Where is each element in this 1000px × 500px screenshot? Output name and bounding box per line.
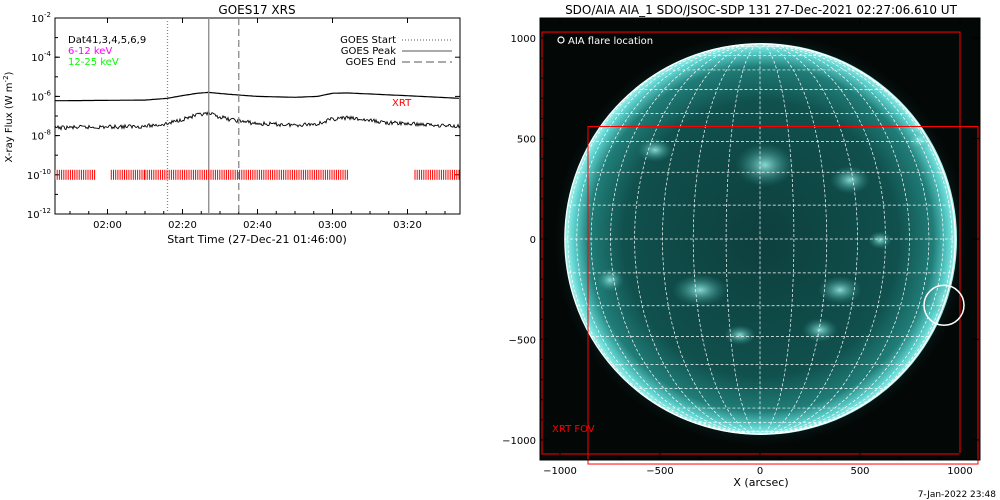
y-tick-label: 10-8	[31, 129, 51, 143]
x-tick-label: 02:00	[93, 220, 122, 231]
aia-x-tick-label: 0	[757, 466, 763, 477]
longitude-line	[759, 43, 828, 435]
active-region	[830, 166, 870, 194]
aia-legend-text: AIA flare location	[568, 36, 653, 47]
aia-y-tick-label: 500	[517, 135, 536, 146]
aia-x-tick-label: −1000	[543, 466, 577, 477]
longitude-line	[759, 43, 944, 435]
longitude-line	[759, 43, 795, 435]
x-tick-label: 02:40	[243, 220, 272, 231]
x-tick-label: 03:20	[393, 220, 422, 231]
legend-flare-symbol	[557, 36, 565, 44]
longitude-line	[759, 43, 858, 435]
longitude-line	[759, 43, 910, 435]
legend-goes-peak-label: GOES Peak	[341, 46, 396, 57]
longitude-line	[662, 43, 761, 435]
active-region	[868, 231, 892, 249]
longitude-line	[759, 43, 953, 435]
active-region	[672, 274, 728, 306]
lightcurve-y-label: X-ray Flux (W m-2)	[2, 71, 15, 162]
aia-x-tick-label: 1000	[947, 466, 972, 477]
lightcurve-x-label: Start Time (27-Dec-21 01:46:00)	[167, 233, 347, 246]
lightcurve-x-ticks: 02:00 02:20 02:40 03:00 03:20	[69, 18, 446, 231]
solar-limb	[564, 43, 956, 435]
lightcurve-channel-6-12-label: 6-12 keV	[68, 46, 112, 57]
aia-x-ticks: −1000 −500 0 500 1000	[543, 18, 973, 477]
aia-y-tick-label: −1000	[502, 436, 536, 447]
heliographic-grid	[564, 43, 956, 435]
aia-x-tick-label: −500	[646, 466, 673, 477]
longitude-line	[634, 43, 761, 435]
lightcurve-line-long	[55, 91, 460, 102]
aia-image-panel: SDO/AIA AIA_1 SDO/JSOC-SDP 131 27-Dec-20…	[502, 3, 981, 489]
lightcurve-line-short	[55, 111, 460, 131]
active-region	[724, 325, 756, 345]
aia-y-tick-label: 0	[530, 235, 536, 246]
xrt-fov-box-inner	[587, 125, 979, 465]
longitude-line	[759, 43, 930, 435]
active-region	[596, 268, 624, 292]
active-region	[818, 276, 862, 304]
lightcurve-series	[55, 91, 460, 131]
lightcurve-plot-frame	[54, 17, 461, 215]
lightcurve-channel-12-25-label: 12-25 keV	[68, 57, 119, 68]
lightcurve-event-markers	[166, 18, 240, 214]
xrt-fov-label: XRT FOV	[552, 424, 595, 435]
longitude-line	[610, 43, 761, 435]
aia-x-tick-label: 500	[850, 466, 869, 477]
longitude-line	[590, 43, 761, 435]
footer-date: 7-Jan-2022 23:48	[918, 490, 997, 500]
legend-goes-end-label: GOES End	[346, 57, 396, 68]
lightcurve-xrt-label: XRT	[392, 98, 412, 109]
longitude-line	[576, 43, 761, 435]
y-tick-label: 10-6	[31, 89, 51, 103]
x-tick-label: 03:00	[318, 220, 347, 231]
longitude-line	[692, 43, 761, 435]
aia-x-label: X (arcsec)	[733, 476, 788, 489]
aia-y-ticks: 1000 500 0 −500 −1000	[502, 34, 980, 447]
xrt-fov-box-outer	[541, 31, 961, 455]
xrt-coverage-bars	[55, 169, 460, 180]
aia-y-tick-label: −500	[509, 335, 536, 346]
longitude-line	[725, 43, 761, 435]
longitude-line	[759, 43, 886, 435]
longitude-line	[567, 43, 761, 435]
flare-location-marker	[923, 284, 965, 327]
active-region	[802, 318, 838, 342]
y-tick-label: 10-4	[31, 50, 51, 64]
lightcurve-title: GOES17 XRS	[218, 3, 295, 17]
active-region	[637, 138, 673, 162]
active-regions	[596, 130, 957, 345]
y-tick-label: 10-12	[27, 207, 51, 221]
x-tick-label: 02:20	[168, 220, 197, 231]
y-tick-label: 10-10	[27, 168, 51, 182]
lightcurve-legend: GOES Start GOES Peak GOES End	[340, 35, 452, 68]
lightcurve-detector-label: Dat41,3,4,5,6,9	[68, 35, 146, 46]
goes-lightcurve-panel: GOES17 XRS 10-2 10-4 10-6 10-8 10-10 10-12 02…	[2, 3, 461, 246]
aia-title: SDO/AIA AIA_1 SDO/JSOC-SDP 131 27-Dec-20…	[565, 3, 958, 17]
aia-y-tick-label: 1000	[511, 34, 536, 45]
active-region	[735, 143, 795, 187]
active-region	[906, 130, 934, 150]
legend-goes-start-label: GOES Start	[340, 35, 396, 46]
y-tick-label: 10-2	[31, 11, 51, 25]
